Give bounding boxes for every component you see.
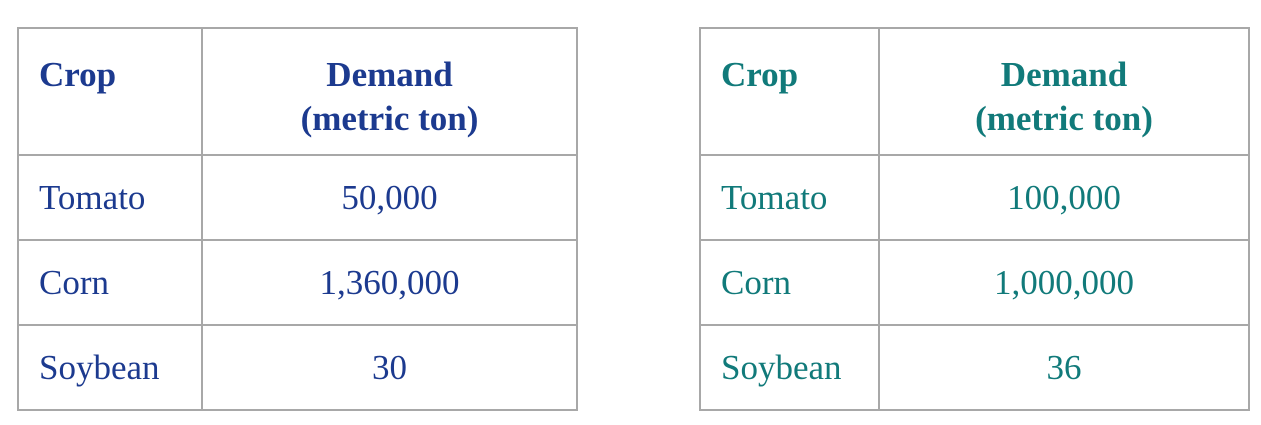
table-row: Corn 1,000,000 [699,239,1250,326]
crop-cell: Soybean [699,324,880,411]
table-header-row: Crop Demand (metric ton) [17,27,578,156]
demand-cell: 30 [201,324,578,411]
table-row: Soybean 30 [17,324,578,411]
demand-cell: 50,000 [201,154,578,241]
table-row: Tomato 50,000 [17,154,578,241]
crop-cell: Tomato [17,154,203,241]
crop-demand-table-left: Crop Demand (metric ton) Tomato 50,000 C… [17,27,578,411]
crop-column-header: Crop [17,27,203,156]
demand-column-header: Demand (metric ton) [201,27,578,156]
demand-header-line1: Demand [326,55,453,94]
demand-cell: 1,000,000 [878,239,1250,326]
crop-demand-table-right: Crop Demand (metric ton) Tomato 100,000 … [699,27,1250,411]
crop-cell: Tomato [699,154,880,241]
demand-header-line2: (metric ton) [975,99,1153,138]
crop-cell: Corn [699,239,880,326]
table-row: Corn 1,360,000 [17,239,578,326]
demand-column-header: Demand (metric ton) [878,27,1250,156]
crop-column-header: Crop [699,27,880,156]
table-row: Soybean 36 [699,324,1250,411]
table-header-row: Crop Demand (metric ton) [699,27,1250,156]
demand-cell: 100,000 [878,154,1250,241]
demand-header-line2: (metric ton) [300,99,479,138]
crop-cell: Soybean [17,324,203,411]
table-row: Tomato 100,000 [699,154,1250,241]
demand-cell: 1,360,000 [201,239,578,326]
demand-header-line1: Demand [1000,55,1128,94]
crop-cell: Corn [17,239,203,326]
demand-cell: 36 [878,324,1250,411]
